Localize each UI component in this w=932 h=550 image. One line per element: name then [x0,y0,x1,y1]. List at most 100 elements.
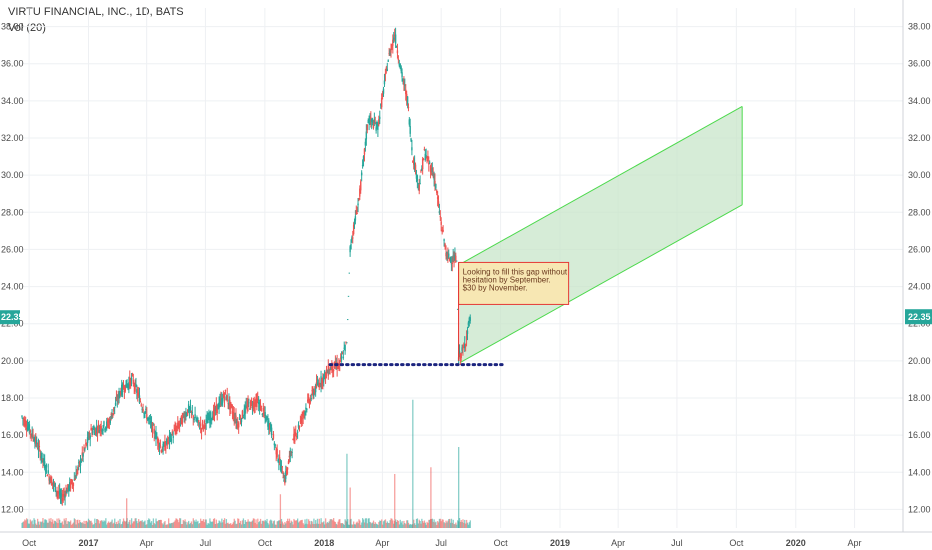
candle-body [90,428,92,431]
volume-bar [285,523,287,528]
candle-body [57,491,59,493]
volume-bar [200,518,202,528]
volume-bar [58,518,60,528]
volume-bar [35,523,37,528]
candle-body [339,357,342,359]
volume-bar [314,524,316,528]
volume-bar [89,521,91,528]
volume-bar [53,520,56,528]
candle-body [113,407,115,412]
y-tick-label-right: 38.00 [908,22,931,32]
candle-body [118,392,120,399]
candle-body [81,452,83,456]
candle-body [176,426,178,429]
candle-body [95,427,98,430]
channel-lower-line[interactable] [459,204,743,364]
candle-body [207,420,209,424]
candle-body [77,467,79,470]
candle-body [346,342,348,344]
volume-bar [209,518,211,528]
candle-body [389,50,391,56]
volume-bar [36,518,39,528]
volume-bar [405,524,407,528]
candle-body [129,379,132,387]
candle-body [24,421,27,427]
candle-body [458,351,461,353]
y-tick-label-left: 36.00 [1,59,24,69]
candle-body [447,254,449,257]
volume-bar [117,520,119,528]
volume-bar [372,522,374,528]
volume-bar [323,521,325,528]
candle-body [384,73,387,75]
volume-bar [259,518,262,528]
volume-bar [341,522,344,528]
candle-body [149,421,152,423]
candle-body [28,424,31,433]
candle-body [32,434,34,437]
annotation-note-box[interactable] [458,261,570,305]
volume-bar [189,522,192,528]
volume-bar [26,519,29,528]
channel-upper-line[interactable] [459,105,743,265]
volume-bar [393,523,395,528]
candle-body [445,252,447,257]
candle-body [164,441,166,451]
volume-bar [118,523,120,528]
candle-body [67,484,69,489]
volume-bar [466,522,469,528]
candle-body [230,402,232,408]
candle-body [69,482,71,489]
candle-body [99,426,101,429]
volume-bar [353,521,355,528]
candle-body [308,401,311,405]
volume-bar [272,521,275,528]
volume-bar [64,520,66,528]
candle-body [160,450,162,452]
volume-bar [295,520,297,528]
volume-bar [417,523,420,528]
candle-body [141,408,143,410]
candle-body [240,418,243,423]
volume-bar [126,498,128,528]
candle-body [356,213,358,215]
volume-bar [355,522,357,528]
y-tick-label-left: 12.00 [1,504,24,514]
volume-bar [241,520,244,528]
candle-body [243,408,246,416]
candle-body [127,383,129,387]
volume-bar [292,524,294,528]
candle-body [202,426,205,429]
candle-body [436,197,439,199]
volume-bar [69,521,71,528]
volume-bar [52,523,55,528]
volume-bar [86,522,89,528]
candle-body [289,450,292,457]
volume-bar [412,399,414,528]
volume-bar [145,524,147,528]
candle-body [360,181,362,191]
volume-bar [104,521,106,528]
candle-body [302,411,304,417]
volume-bar [282,523,284,528]
candle-body [408,119,411,125]
candle-body [290,451,292,453]
volume-bar [374,522,376,528]
volume-bar [368,518,370,528]
volume-bar [168,518,170,528]
candle-body [76,471,78,475]
candle-body [362,156,365,160]
candle-body [292,439,294,441]
candle-body [285,469,288,474]
chart-title: VIRTU FINANCIAL, INC., 1D, BATS [8,6,184,18]
candle-body [330,368,332,370]
volume-bar [23,521,25,528]
candle-body [238,418,241,420]
candle-body [355,210,357,215]
volume-bar [302,523,304,528]
volume-bar [154,524,156,528]
candle-body [74,478,76,481]
candle-body [280,465,283,473]
volume-bar [129,519,131,528]
